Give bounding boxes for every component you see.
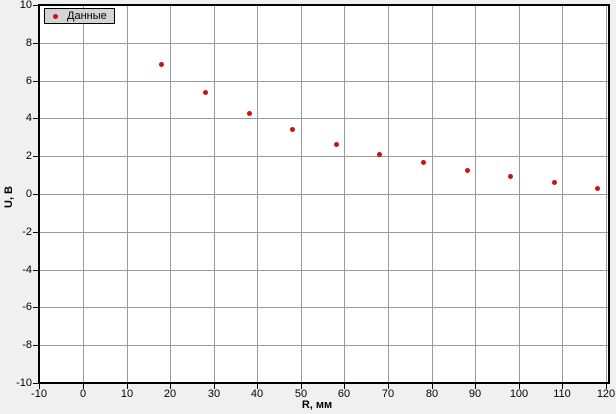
x-axis-tick — [39, 384, 40, 389]
gridline-y — [40, 194, 609, 195]
red-dot-icon — [53, 13, 58, 19]
y-axis-tick — [33, 43, 38, 44]
x-axis-tick — [170, 384, 171, 389]
data-point — [290, 127, 295, 132]
y-axis-tick — [33, 345, 38, 346]
y-axis-tick — [33, 307, 38, 308]
x-tick-label: 80 — [425, 388, 439, 400]
y-tick-label: 4 — [25, 112, 32, 124]
x-axis-tick — [344, 384, 345, 389]
y-tick-label: -6 — [22, 301, 32, 313]
x-axis-tick — [127, 384, 128, 389]
gridline-y — [40, 43, 609, 44]
y-axis-tick — [33, 270, 38, 271]
x-tick-label: 90 — [468, 388, 482, 400]
data-point — [159, 62, 164, 67]
gridline-y — [40, 383, 609, 384]
data-point — [247, 111, 252, 116]
data-point — [334, 142, 339, 147]
x-axis-tick — [475, 384, 476, 389]
x-axis-tick — [432, 384, 433, 389]
x-axis-tick — [83, 384, 84, 389]
x-tick-label: 50 — [294, 388, 308, 400]
data-point — [421, 160, 426, 165]
x-tick-label: 110 — [553, 388, 571, 400]
y-axis-tick — [33, 232, 38, 233]
legend-label: Данные — [67, 10, 107, 22]
x-tick-label: 30 — [207, 388, 221, 400]
x-axis-tick — [606, 384, 607, 389]
x-tick-label: 10 — [120, 388, 134, 400]
x-tick-label: 70 — [381, 388, 395, 400]
y-tick-label: -4 — [22, 264, 32, 276]
x-axis-title: R, мм — [301, 399, 333, 411]
x-tick-label: 100 — [509, 388, 529, 400]
x-tick-label: -10 — [31, 388, 47, 400]
x-axis-tick — [519, 384, 520, 389]
y-tick-label: 6 — [25, 75, 32, 87]
x-tick-label: 20 — [163, 388, 177, 400]
gridline-y — [40, 270, 609, 271]
x-axis-tick — [562, 384, 563, 389]
gridline-y — [40, 232, 609, 233]
data-point — [377, 152, 382, 157]
y-axis-tick — [33, 156, 38, 157]
gridline-y — [40, 345, 609, 346]
y-tick-label: 0 — [25, 188, 32, 200]
y-axis-tick — [33, 118, 38, 119]
x-axis-tick — [257, 384, 258, 389]
x-axis-tick — [301, 384, 302, 389]
data-point — [203, 90, 208, 95]
y-axis-tick — [33, 383, 38, 384]
x-tick-label: 0 — [79, 388, 87, 400]
y-tick-label: 2 — [25, 150, 32, 162]
y-tick-label: -10 — [16, 377, 32, 389]
x-tick-label: 60 — [337, 388, 351, 400]
y-axis-tick — [33, 81, 38, 82]
y-tick-label: -2 — [22, 226, 32, 238]
gridline-y — [40, 81, 609, 82]
x-tick-label: 40 — [250, 388, 264, 400]
y-tick-label: -8 — [22, 339, 32, 351]
gridline-y — [40, 5, 609, 6]
legend: Данные — [44, 8, 115, 24]
data-point — [508, 174, 513, 179]
x-axis-tick — [388, 384, 389, 389]
data-point — [552, 180, 557, 185]
y-tick-label: 8 — [25, 37, 32, 49]
gridline-y — [40, 156, 609, 157]
data-point — [595, 186, 600, 191]
x-tick-label: 120 — [596, 388, 616, 400]
y-axis-tick — [33, 5, 38, 6]
y-axis-tick — [33, 194, 38, 195]
gridline-y — [40, 307, 609, 308]
y-tick-label: 10 — [19, 0, 32, 11]
gridline-y — [40, 118, 609, 119]
data-point — [465, 168, 470, 173]
x-axis-tick — [214, 384, 215, 389]
